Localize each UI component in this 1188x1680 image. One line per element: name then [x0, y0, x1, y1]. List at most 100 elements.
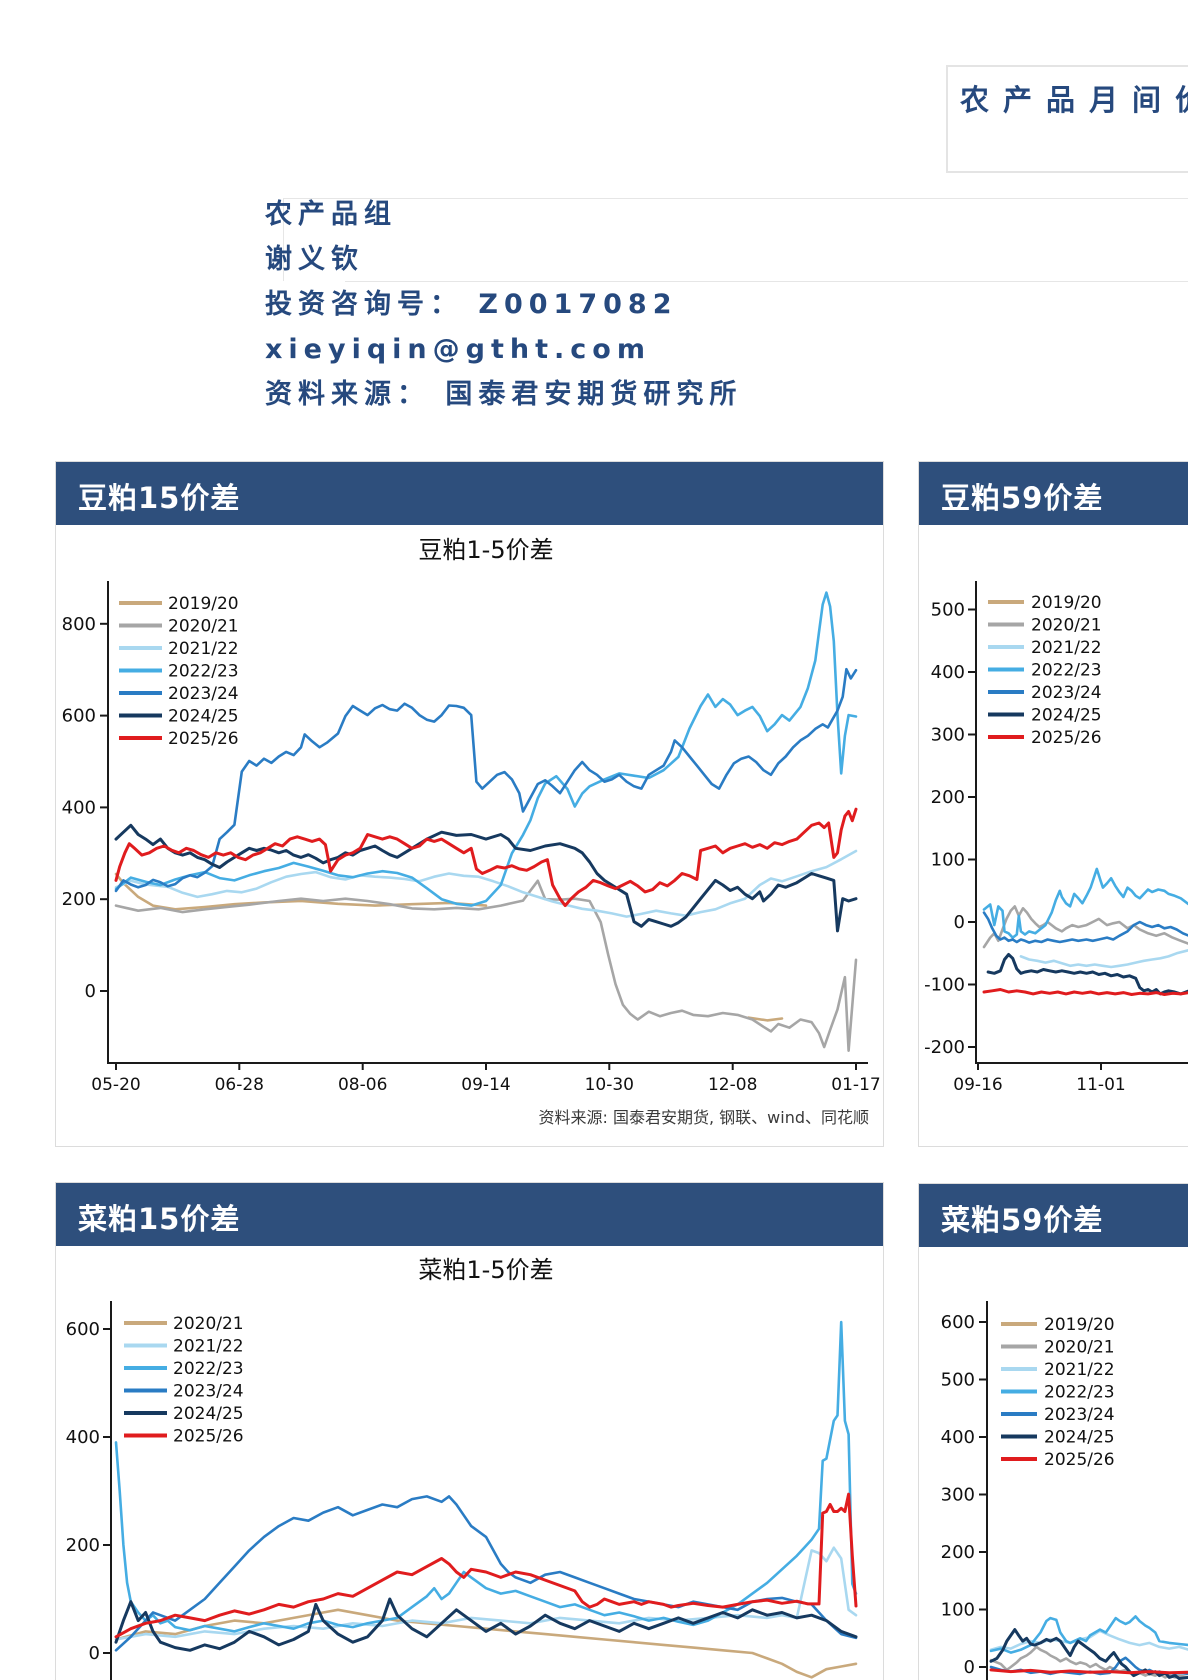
y-tick-label: 400: [931, 662, 965, 683]
x-tick-label: 12-08: [708, 1075, 757, 1095]
legend-label-2020/21: 2020/21: [168, 617, 239, 637]
legend-label-2023/24: 2023/24: [173, 1382, 244, 1402]
legend-label-2023/24: 2023/24: [1044, 1405, 1115, 1425]
y-tick-label: 200: [66, 1535, 100, 1556]
y-tick-label: 0: [85, 981, 96, 1002]
series-line-2022/23: [114, 591, 858, 907]
chart-panel-soymeal-15: 豆粕15价差 0 200 400 600 800 05-20 06-28 08-06 09-14…: [55, 461, 884, 1147]
legend-label-2020/21: 2020/21: [1031, 616, 1102, 636]
y-tick-label: 100: [931, 850, 965, 871]
chart-canvas-soymeal-15: 0 200 400 600 800 05-20 06-28 08-06 09-14 10-30 12…: [62, 536, 881, 1127]
chart-source-note: 资料来源: 国泰君安期货, 钢联、wind、同花顺: [539, 1108, 869, 1127]
x-tick-label: 01-17: [831, 1075, 880, 1095]
y-tick-label: -100: [924, 975, 965, 996]
legend-label-2021/22: 2021/22: [168, 639, 239, 659]
y-tick-label: 600: [62, 706, 96, 727]
y-tick-label: 100: [941, 1600, 975, 1621]
y-tick-label: 600: [66, 1319, 100, 1340]
legend-label-2021/22: 2021/22: [173, 1337, 244, 1357]
x-tick-label: 10-30: [585, 1075, 634, 1095]
legend-label-2020/21: 2020/21: [173, 1314, 244, 1334]
legend-label-2020/21: 2020/21: [1044, 1338, 1115, 1358]
legend-label-2022/23: 2022/23: [1031, 661, 1102, 681]
report-header: 农产品组 谢义钦 投资咨询号： Z0017082 xieyiqin@gtht.c…: [265, 192, 742, 417]
y-tick-label: 200: [931, 787, 965, 808]
series-line-2025/26: [114, 807, 858, 908]
header-license: 投资咨询号： Z0017082: [265, 289, 678, 320]
page-title: 农产品月间价差: [960, 83, 1188, 117]
chart-panel-rapemeal-15: 菜粕15价差 0 200 400 600 菜粕1-5价差 2020/21 2021/22 20…: [55, 1182, 884, 1680]
series-line-2024/25: [114, 823, 858, 933]
panel-title: 豆粕59价差: [941, 481, 1104, 515]
panel-title: 菜粕59价差: [941, 1203, 1104, 1237]
series-line-2023/24: [982, 911, 1188, 944]
series-line-2024/25: [986, 953, 1188, 996]
series-line-2023/24: [114, 667, 858, 893]
header-email: xieyiqin@gtht.com: [265, 334, 651, 365]
y-tick-label: 500: [941, 1370, 975, 1391]
header-analyst: 谢义钦: [265, 244, 364, 275]
y-tick-label: 500: [931, 600, 965, 621]
x-tick-label: 11-01: [1076, 1075, 1125, 1095]
y-tick-label: 600: [941, 1312, 975, 1333]
panel-title-bar: 菜粕15价差: [56, 1183, 883, 1246]
legend-label-2025/26: 2025/26: [168, 729, 239, 749]
legend-label-2025/26: 2025/26: [173, 1427, 244, 1447]
series-line-2021/22: [1019, 949, 1188, 969]
y-tick-label: 300: [931, 725, 965, 746]
series-line-2024/25: [989, 1628, 1188, 1680]
grid-hairline: [345, 281, 1188, 282]
legend-label-2023/24: 2023/24: [168, 684, 239, 704]
panel-title: 菜粕15价差: [78, 1202, 241, 1236]
series-line-2025/26: [989, 1668, 1188, 1675]
panel-title-bar: 豆粕59价差: [919, 462, 1188, 525]
legend-label-2022/23: 2022/23: [168, 662, 239, 682]
legend-label-2019/20: 2019/20: [1044, 1315, 1115, 1335]
y-tick-label: 200: [62, 889, 96, 910]
series-line-2022/23: [114, 1320, 858, 1633]
y-tick-label: 300: [941, 1485, 975, 1506]
grid-hairline: [283, 198, 284, 281]
y-tick-label: 800: [62, 614, 96, 635]
legend-label-2024/25: 2024/25: [1031, 706, 1102, 726]
legend-label-2025/26: 2025/26: [1031, 728, 1102, 748]
series-line-2019/20: [114, 872, 488, 911]
chart-panel-rapemeal-59: 菜粕59价差 0 100 200 300 400 500 600 2019/20 2020/21…: [918, 1183, 1188, 1680]
y-tick-label: 400: [66, 1427, 100, 1448]
legend-label-2024/25: 2024/25: [168, 707, 239, 727]
header-source: 资料来源： 国泰君安期货研究所: [265, 379, 743, 410]
grid-hairline: [283, 198, 1188, 199]
series-line-2020/21: [982, 905, 1188, 949]
legend-label-2024/25: 2024/25: [1044, 1428, 1115, 1448]
series-line-2022/23: [989, 1615, 1188, 1654]
chart-canvas-rapemeal-59: 0 100 200 300 400 500 600 2019/20 2020/212021/22…: [941, 1301, 1188, 1680]
series-line-2020/21: [114, 1608, 858, 1679]
legend-label-2021/22: 2021/22: [1044, 1360, 1115, 1380]
y-tick-label: 400: [62, 797, 96, 818]
series-line-2024/25: [114, 1597, 858, 1652]
series-line-2021/22: [114, 849, 858, 918]
x-tick-label: 05-20: [91, 1075, 140, 1095]
chart-title: 菜粕1-5价差: [418, 1256, 553, 1284]
legend-label-2025/26: 2025/26: [1044, 1450, 1115, 1470]
legend-label-2024/25: 2024/25: [173, 1404, 244, 1424]
panel-title-bar: 菜粕59价差: [919, 1184, 1188, 1247]
series-line-2019/20: [747, 1016, 784, 1022]
y-tick-label: 0: [964, 1657, 975, 1678]
y-tick-label: -200: [924, 1037, 965, 1058]
series-line-2025/26: [982, 988, 1188, 996]
x-tick-label: 09-14: [461, 1075, 510, 1095]
panel-title: 豆粕15价差: [78, 481, 241, 515]
series-line-2020/21: [114, 879, 858, 1053]
y-tick-label: 200: [941, 1542, 975, 1563]
page-title-box: 农产品月间价差: [946, 65, 1188, 173]
legend-label-2023/24: 2023/24: [1031, 683, 1102, 703]
chart-title: 豆粕1-5价差: [418, 536, 553, 564]
chart-canvas-soymeal-59: -200 -100 0 100 200 300 400 500 09-16 11-01 2019/2…: [924, 581, 1188, 1095]
x-tick-label: 09-16: [953, 1075, 1002, 1095]
legend-label-2019/20: 2019/20: [1031, 593, 1102, 613]
x-tick-label: 08-06: [338, 1075, 387, 1095]
legend-label-2022/23: 2022/23: [1044, 1383, 1115, 1403]
